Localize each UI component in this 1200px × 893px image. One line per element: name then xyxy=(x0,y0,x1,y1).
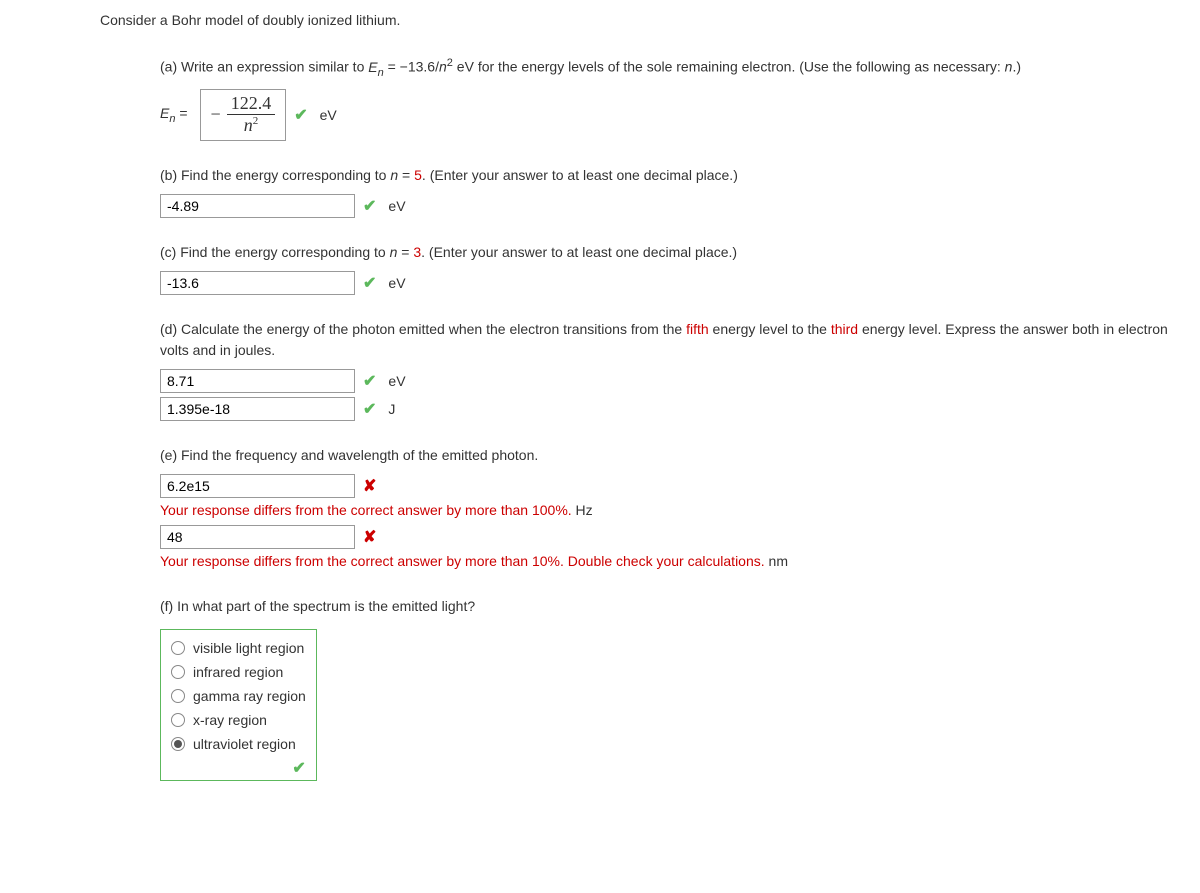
minus-sign: − xyxy=(211,104,221,125)
part-e-feedback2: Your response differs from the correct a… xyxy=(160,551,1190,572)
part-c-input[interactable] xyxy=(160,271,355,295)
unit-label: eV xyxy=(388,275,405,291)
unit-label: eV xyxy=(388,373,405,389)
check-icon: ✔ xyxy=(363,399,376,419)
check-icon: ✔ xyxy=(171,756,306,778)
part-f: (f) In what part of the spectrum is the … xyxy=(160,596,1190,781)
radio-label: infrared region xyxy=(193,664,283,680)
part-e-feedback1: Your response differs from the correct a… xyxy=(160,500,1190,521)
radio-icon[interactable] xyxy=(171,689,185,703)
radio-option-xray[interactable]: x-ray region xyxy=(171,708,306,732)
radio-icon[interactable] xyxy=(171,737,185,751)
fraction: 122.4 n2 xyxy=(227,94,276,136)
check-icon: ✔ xyxy=(363,371,376,391)
radio-option-infrared[interactable]: infrared region xyxy=(171,660,306,684)
part-f-prompt: (f) In what part of the spectrum is the … xyxy=(160,596,1190,617)
check-icon: ✔ xyxy=(363,196,376,216)
part-b: (b) Find the energy corresponding to n =… xyxy=(160,165,1190,218)
fraction-denominator: n2 xyxy=(240,115,263,136)
cross-icon: ✘ xyxy=(363,476,376,496)
radio-option-visible[interactable]: visible light region xyxy=(171,636,306,660)
part-e-prompt: (e) Find the frequency and wavelength of… xyxy=(160,445,1190,466)
cross-icon: ✘ xyxy=(363,527,376,547)
part-e: (e) Find the frequency and wavelength of… xyxy=(160,445,1190,572)
radio-group: visible light region infrared region gam… xyxy=(160,629,317,781)
part-d-prompt: (d) Calculate the energy of the photon e… xyxy=(160,319,1190,361)
part-a-prompt: (a) Write an expression similar to En = … xyxy=(160,55,1190,81)
radio-label: x-ray region xyxy=(193,712,267,728)
radio-label: ultraviolet region xyxy=(193,736,296,752)
unit-label: eV xyxy=(388,198,405,214)
radio-option-uv[interactable]: ultraviolet region xyxy=(171,732,306,756)
part-a: (a) Write an expression similar to En = … xyxy=(160,55,1190,141)
part-b-input[interactable] xyxy=(160,194,355,218)
part-c-answer-row: ✔ eV xyxy=(160,271,1190,295)
part-e-answer1-row: ✘ xyxy=(160,474,1190,498)
part-c: (c) Find the energy corresponding to n =… xyxy=(160,242,1190,295)
part-d: (d) Calculate the energy of the photon e… xyxy=(160,319,1190,421)
radio-option-gamma[interactable]: gamma ray region xyxy=(171,684,306,708)
check-icon: ✔ xyxy=(294,105,307,125)
radio-icon[interactable] xyxy=(171,665,185,679)
part-e-input-nm[interactable] xyxy=(160,525,355,549)
part-b-answer-row: ✔ eV xyxy=(160,194,1190,218)
radio-label: gamma ray region xyxy=(193,688,306,704)
radio-label: visible light region xyxy=(193,640,304,656)
en-label: En = xyxy=(160,105,188,125)
part-c-prompt: (c) Find the energy corresponding to n =… xyxy=(160,242,1190,263)
part-a-answer-row: En = − 122.4 n2 ✔ eV xyxy=(160,89,1190,141)
radio-icon[interactable] xyxy=(171,713,185,727)
unit-label: eV xyxy=(320,107,337,123)
unit-label: J xyxy=(388,401,395,417)
part-d-input-j[interactable] xyxy=(160,397,355,421)
part-d-answer1-row: ✔ eV xyxy=(160,369,1190,393)
part-e-answer2-row: ✘ xyxy=(160,525,1190,549)
formula-answer-box[interactable]: − 122.4 n2 xyxy=(200,89,287,141)
check-icon: ✔ xyxy=(363,273,376,293)
part-d-answer2-row: ✔ J xyxy=(160,397,1190,421)
problem-intro: Consider a Bohr model of doubly ionized … xyxy=(100,10,1190,31)
fraction-numerator: 122.4 xyxy=(227,94,276,115)
radio-icon[interactable] xyxy=(171,641,185,655)
part-e-input-hz[interactable] xyxy=(160,474,355,498)
part-b-prompt: (b) Find the energy corresponding to n =… xyxy=(160,165,1190,186)
part-d-input-ev[interactable] xyxy=(160,369,355,393)
